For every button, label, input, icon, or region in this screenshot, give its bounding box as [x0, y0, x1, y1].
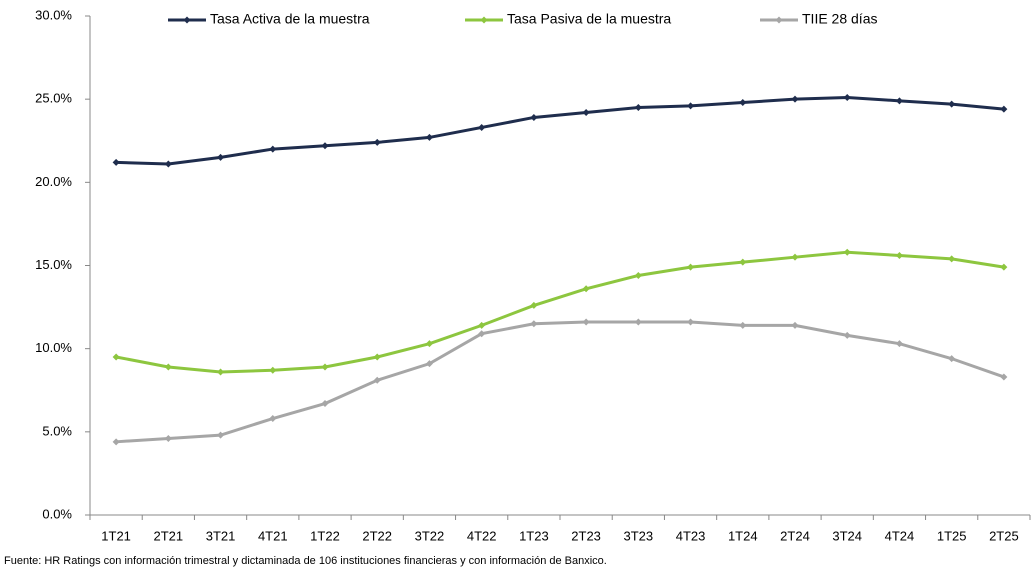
x-tick-label: 4T21 — [258, 528, 288, 543]
point — [530, 320, 538, 328]
source-note: Fuente: HR Ratings con información trime… — [4, 555, 607, 567]
point — [425, 360, 433, 368]
point — [321, 142, 329, 150]
point — [373, 376, 381, 384]
y-tick-label: 20.0% — [35, 174, 72, 189]
point — [321, 400, 329, 408]
x-tick-label: 1T25 — [937, 528, 967, 543]
point — [948, 255, 956, 263]
x-tick-label: 3T23 — [624, 528, 654, 543]
point — [478, 330, 486, 338]
point — [634, 271, 642, 279]
point — [112, 158, 120, 166]
x-tick-label: 2T25 — [989, 528, 1019, 543]
point — [425, 340, 433, 348]
point — [843, 248, 851, 256]
point — [687, 318, 695, 326]
point — [112, 353, 120, 361]
series-line — [116, 320, 1005, 444]
y-tick-label: 5.0% — [42, 423, 72, 438]
point — [217, 153, 225, 161]
y-tick-label: 15.0% — [35, 257, 72, 272]
y-tick-label: 25.0% — [35, 91, 72, 106]
point — [948, 100, 956, 108]
x-tick-label: 3T24 — [832, 528, 862, 543]
point — [791, 95, 799, 103]
y-tick-label: 0.0% — [42, 506, 72, 521]
x-tick-label: 4T24 — [885, 528, 915, 543]
point — [1000, 105, 1008, 113]
point — [217, 368, 225, 376]
x-tick-label: 2T22 — [362, 528, 392, 543]
x-tick-label: 2T21 — [154, 528, 184, 543]
legend-marker — [183, 16, 191, 24]
point — [1000, 373, 1008, 381]
point — [739, 321, 747, 329]
point — [1000, 263, 1008, 271]
series-line — [115, 250, 1005, 374]
point — [634, 103, 642, 111]
point — [164, 434, 172, 442]
point — [739, 258, 747, 266]
point — [269, 145, 277, 153]
point — [269, 415, 277, 423]
point — [530, 301, 538, 309]
point — [582, 108, 590, 116]
legend-marker — [775, 16, 783, 24]
point — [582, 285, 590, 293]
x-tick-label: 2T24 — [780, 528, 810, 543]
point — [217, 431, 225, 439]
point — [791, 253, 799, 261]
x-tick-label: 2T23 — [571, 528, 601, 543]
legend-marker — [480, 16, 488, 24]
point — [948, 355, 956, 363]
point — [373, 138, 381, 146]
point — [478, 123, 486, 131]
point — [687, 102, 695, 110]
point — [112, 438, 120, 446]
x-tick-label: 4T22 — [467, 528, 497, 543]
x-tick-label: 1T24 — [728, 528, 758, 543]
point — [687, 263, 695, 271]
point — [269, 366, 277, 374]
x-tick-label: 1T23 — [519, 528, 549, 543]
point — [843, 331, 851, 339]
point — [582, 318, 590, 326]
y-tick-label: 30.0% — [35, 7, 72, 22]
point — [739, 98, 747, 106]
legend-label: TIIE 28 días — [802, 11, 877, 27]
point — [895, 97, 903, 105]
legend-label: Tasa Pasiva de la muestra — [507, 11, 671, 27]
point — [895, 252, 903, 260]
x-tick-label: 3T21 — [206, 528, 236, 543]
point — [321, 363, 329, 371]
point — [843, 94, 851, 102]
point — [895, 340, 903, 348]
point — [373, 353, 381, 361]
point — [530, 113, 538, 121]
y-tick-label: 10.0% — [35, 340, 72, 355]
x-tick-label: 4T23 — [676, 528, 706, 543]
x-tick-label: 3T22 — [415, 528, 445, 543]
point — [634, 318, 642, 326]
series-line — [116, 96, 1005, 166]
legend-label: Tasa Activa de la muestra — [210, 11, 370, 27]
point — [164, 160, 172, 168]
point — [791, 321, 799, 329]
point — [478, 321, 486, 329]
x-tick-label: 1T21 — [101, 528, 131, 543]
point — [164, 363, 172, 371]
point — [425, 133, 433, 141]
x-tick-label: 1T22 — [310, 528, 340, 543]
